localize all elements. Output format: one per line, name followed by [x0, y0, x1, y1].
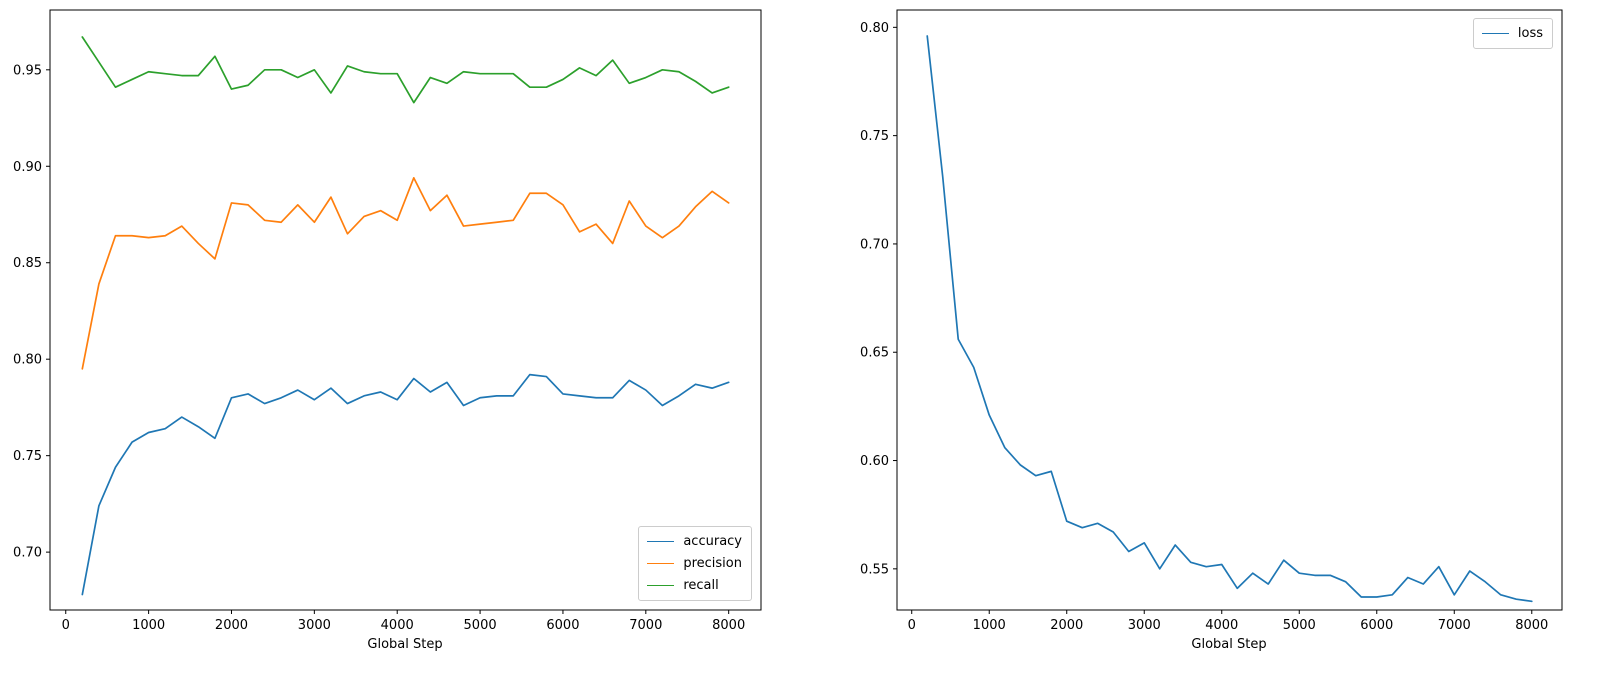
x-tick-label: 6000 — [546, 618, 579, 633]
x-tick-label: 1000 — [973, 618, 1006, 633]
line-precision — [81, 177, 730, 370]
x-tick-label: 0 — [62, 618, 70, 633]
legend-item-precision: precision — [647, 554, 742, 573]
legend-item-recall: recall — [647, 576, 742, 595]
x-tick-label: 2000 — [215, 618, 248, 633]
metrics-legend: accuracy precision recall — [638, 526, 752, 601]
y-tick-label: 0.85 — [13, 256, 42, 271]
line-loss — [926, 35, 1533, 603]
x-tick-label: 6000 — [1360, 618, 1393, 633]
loss-subplot: 0 1000 2000 3000 4000 5000 6000 7000 8000 0.55 0.6… — [860, 9, 1563, 633]
x-tick-label: 3000 — [1128, 618, 1161, 633]
legend-line-swatch — [647, 585, 675, 586]
x-tick-label: 7000 — [1438, 618, 1471, 633]
metrics-subplot: 0 1000 2000 3000 4000 5000 6000 7000 8000 0.70 0.7… — [13, 9, 762, 633]
x-tick-label: 2000 — [1050, 618, 1083, 633]
legend-label: accuracy — [683, 534, 742, 549]
legend-label: recall — [683, 578, 719, 593]
x-tick-label: 5000 — [1283, 618, 1316, 633]
x-axis-label-left: Global Step — [367, 637, 443, 652]
x-tick-label: 1000 — [132, 618, 165, 633]
legend-label: loss — [1517, 26, 1543, 41]
y-tick-label: 0.80 — [13, 353, 42, 368]
y-tick-label: 0.70 — [13, 546, 42, 561]
line-accuracy — [81, 373, 730, 596]
line-recall — [81, 36, 730, 104]
legend-item-accuracy: accuracy — [647, 532, 742, 551]
x-tick-label: 0 — [908, 618, 916, 633]
x-tick-label: 4000 — [1205, 618, 1238, 633]
legend-label: precision — [683, 556, 742, 571]
legend-line-swatch — [647, 563, 675, 564]
x-tick-label: 7000 — [629, 618, 662, 633]
legend-line-swatch — [647, 541, 675, 542]
y-tick-label: 0.55 — [860, 562, 889, 577]
x-tick-label: 3000 — [298, 618, 331, 633]
legend-line-swatch — [1481, 33, 1509, 34]
y-tick-label: 0.90 — [13, 160, 42, 175]
x-tick-label: 8000 — [712, 618, 745, 633]
x-tick-label: 8000 — [1515, 618, 1548, 633]
axes-box — [896, 9, 1563, 611]
y-tick-label: 0.70 — [860, 237, 889, 252]
x-tick-label: 4000 — [381, 618, 414, 633]
y-tick-label: 0.80 — [860, 21, 889, 36]
axes-box — [49, 9, 762, 611]
legend-item-loss: loss — [1481, 24, 1543, 43]
x-axis-label-right: Global Step — [1191, 637, 1267, 652]
y-tick-label: 0.75 — [860, 129, 889, 144]
loss-legend: loss — [1472, 18, 1553, 49]
y-tick-label: 0.65 — [860, 346, 889, 361]
y-tick-label: 0.95 — [13, 63, 42, 78]
x-tick-label: 5000 — [464, 618, 497, 633]
y-tick-label: 0.60 — [860, 454, 889, 469]
y-tick-label: 0.75 — [13, 449, 42, 464]
